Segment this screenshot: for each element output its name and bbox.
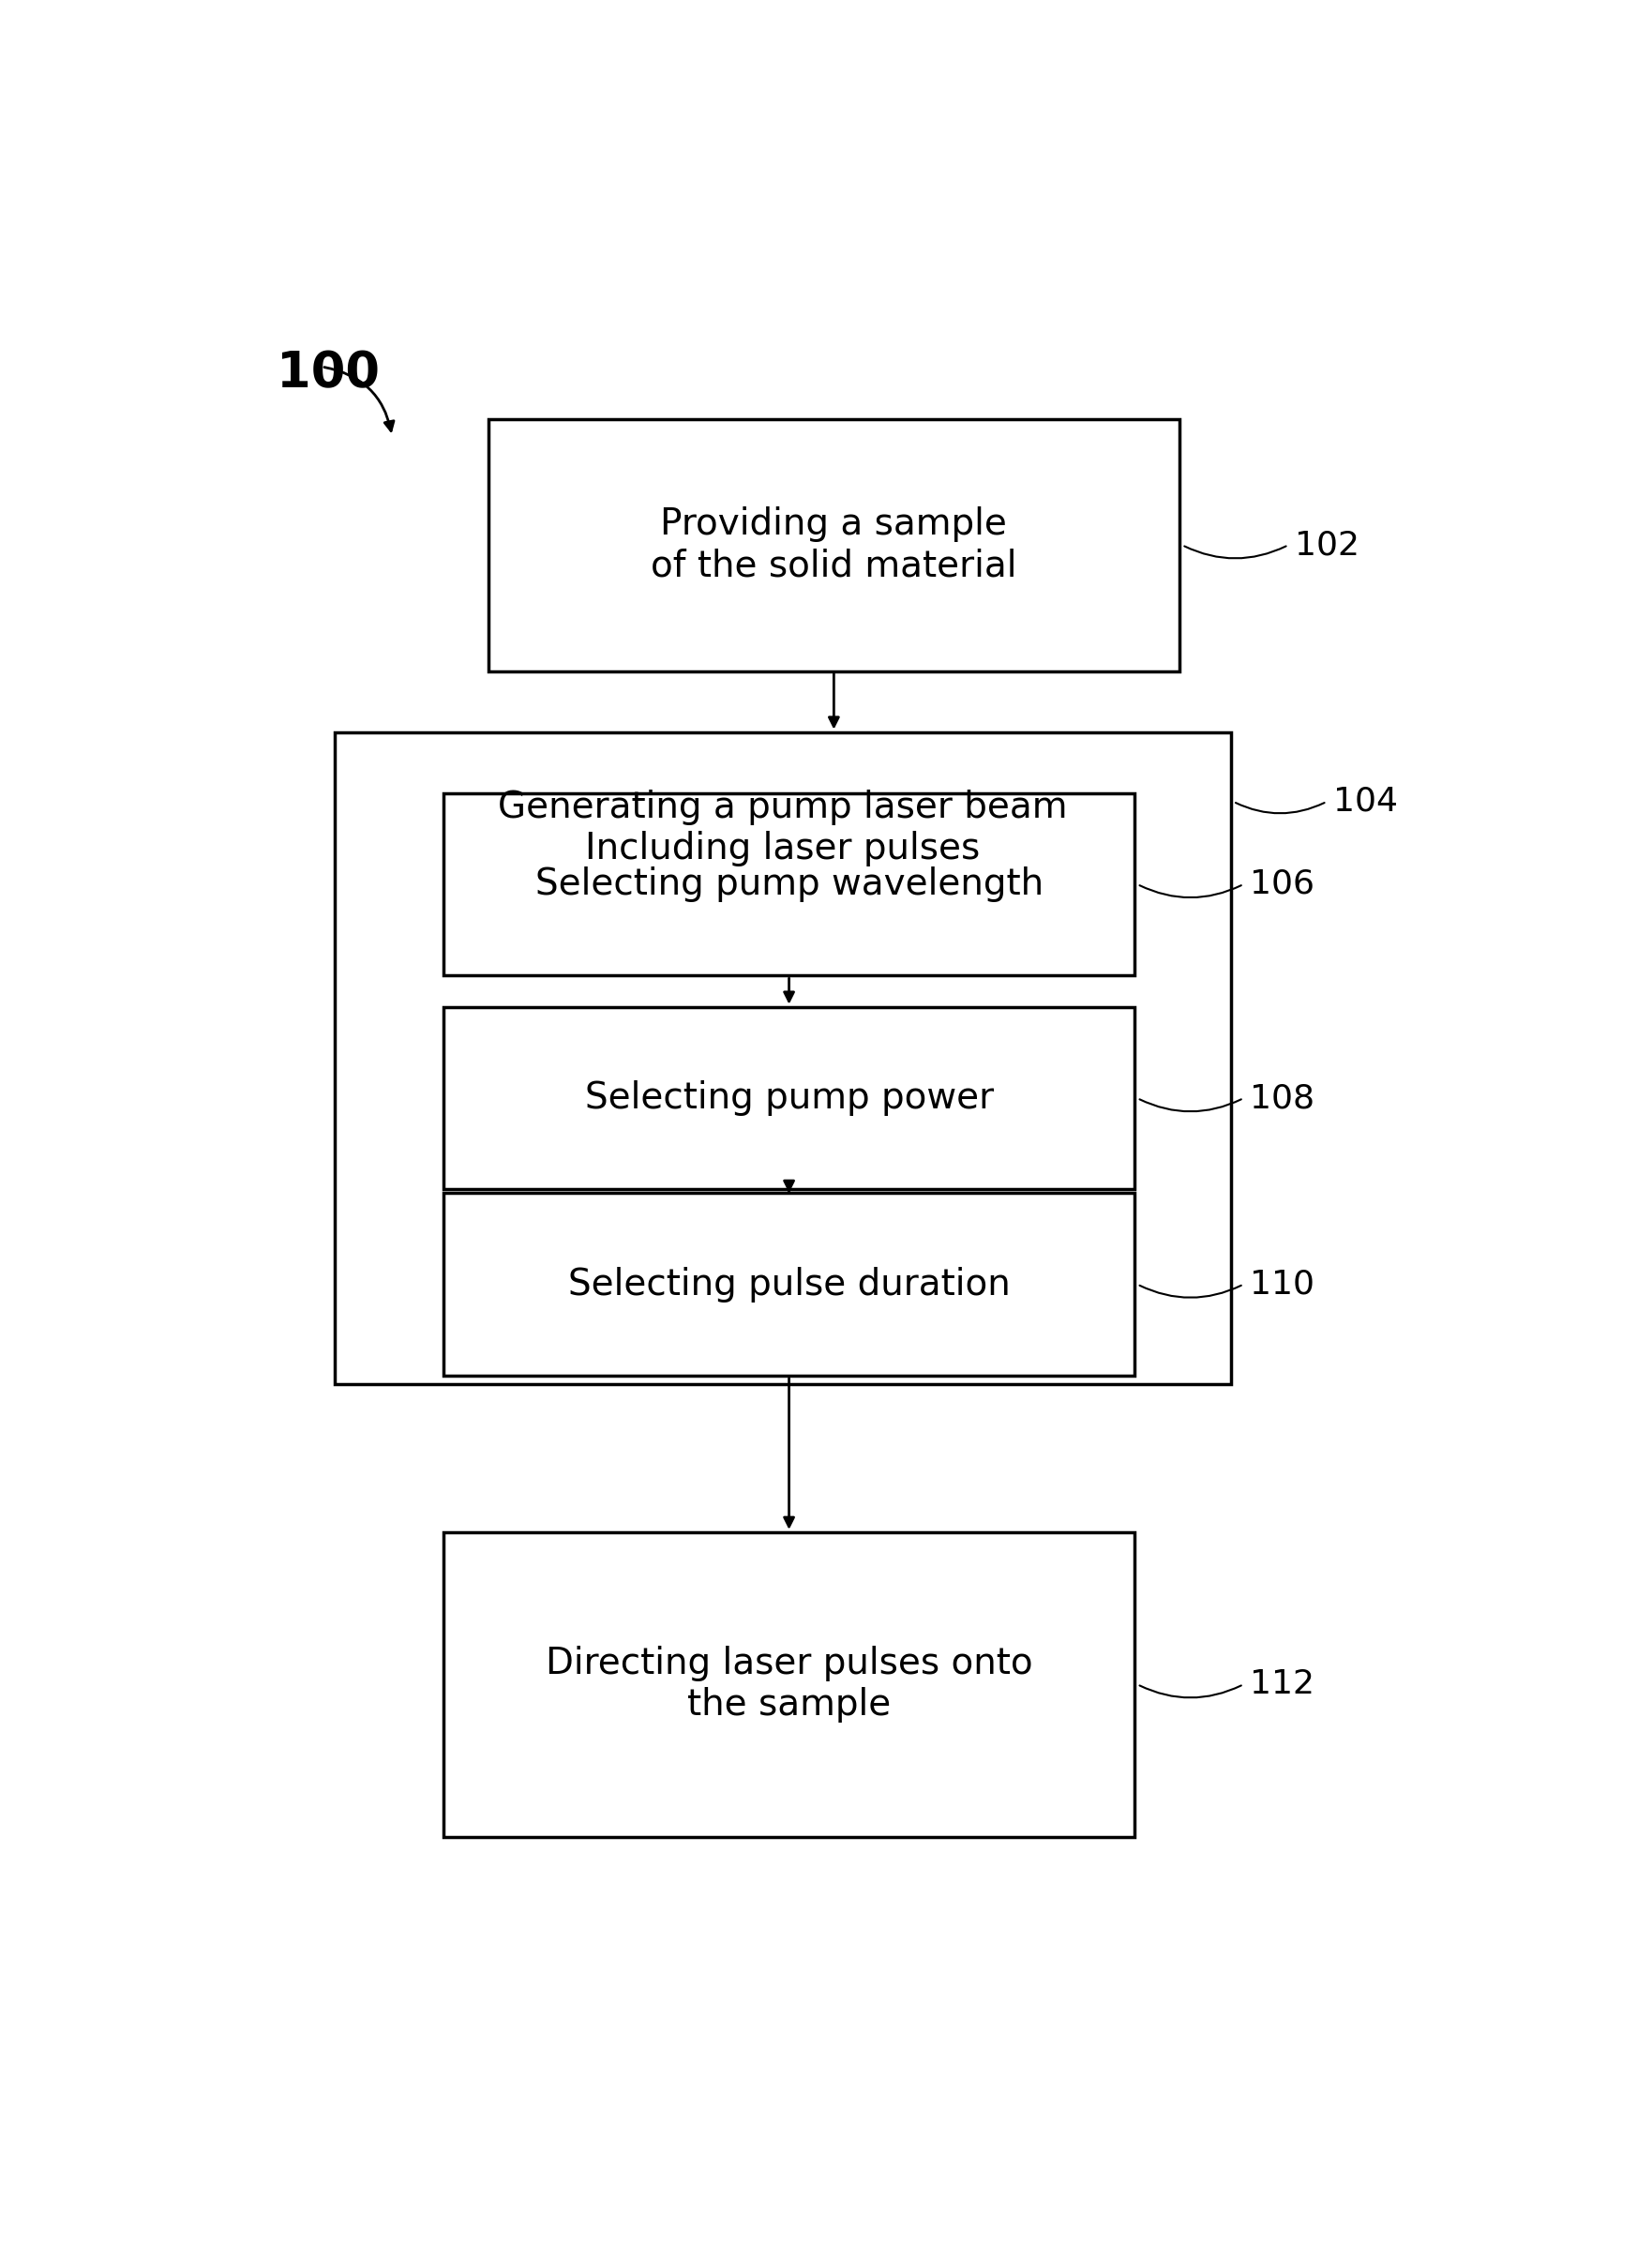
Text: Directing laser pulses onto
the sample: Directing laser pulses onto the sample <box>545 1647 1032 1724</box>
Text: 106: 106 <box>1251 867 1315 899</box>
Text: Providing a sample
of the solid material: Providing a sample of the solid material <box>651 506 1018 583</box>
Bar <box>443 793 1135 976</box>
Text: 108: 108 <box>1251 1082 1315 1114</box>
Text: Selecting pump wavelength: Selecting pump wavelength <box>535 867 1042 901</box>
Text: Selecting pulse duration: Selecting pulse duration <box>568 1267 1009 1301</box>
Bar <box>334 732 1231 1385</box>
Text: 102: 102 <box>1295 529 1360 560</box>
Text: Selecting pump power: Selecting pump power <box>585 1080 993 1116</box>
Text: 112: 112 <box>1251 1669 1315 1701</box>
Bar <box>443 1193 1135 1376</box>
Bar <box>443 1532 1135 1837</box>
Text: 104: 104 <box>1333 786 1398 818</box>
Text: 100: 100 <box>278 350 380 398</box>
Text: Generating a pump laser beam
Including laser pulses: Generating a pump laser beam Including l… <box>497 788 1067 865</box>
Bar <box>489 418 1180 671</box>
Text: 110: 110 <box>1251 1267 1315 1301</box>
Bar <box>443 1008 1135 1190</box>
